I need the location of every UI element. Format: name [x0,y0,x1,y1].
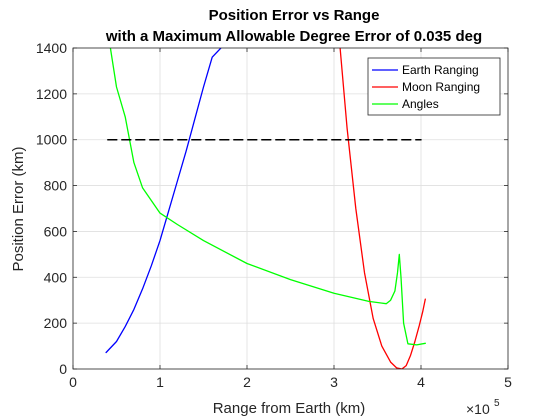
legend-entry: Earth Ranging [402,63,479,77]
x-tick-label: 3 [330,374,338,390]
x-tick-label: 4 [417,374,425,390]
y-tick-label: 800 [44,178,68,194]
x-tick-label: 5 [504,374,512,390]
y-tick-label: 400 [44,269,68,285]
legend: Earth Ranging Moon Ranging Angles [367,57,501,116]
y-tick-label: 1400 [36,40,67,56]
y-axis-label: Position Error (km) [10,146,27,271]
y-tick-label: 0 [59,361,67,377]
chart-title-line-1: Position Error vs Range [209,7,380,24]
x-tick-label: 0 [69,374,77,390]
tick-labels: 0 1 2 3 4 5 0 200 400 600 800 1000 1200 1400 [36,40,512,390]
x-exponent-power: 5 [494,398,500,409]
series-line-moon-ranging [339,48,426,369]
y-tick-label: 600 [44,223,68,239]
x-exponent-base: ×10 [466,401,490,417]
y-tick-label: 1000 [36,132,67,148]
series-layer [105,48,426,369]
x-tick-label: 2 [243,374,251,390]
plot-frame [72,47,509,370]
legend-entry: Angles [402,97,439,111]
chart-title-line-2: with a Maximum Allowable Degree Error of… [105,28,482,45]
x-axis-label: Range from Earth (km) [213,400,366,417]
series-line-angles [109,48,426,346]
series-line-earth-ranging [105,48,222,354]
x-exponent-multiplier: ×10 5 [466,398,500,417]
legend-entry: Moon Ranging [402,80,480,94]
x-tick-label: 1 [156,374,164,390]
y-tick-label: 1200 [36,86,67,102]
axis-ticks [72,47,509,370]
y-tick-label: 200 [44,315,68,331]
